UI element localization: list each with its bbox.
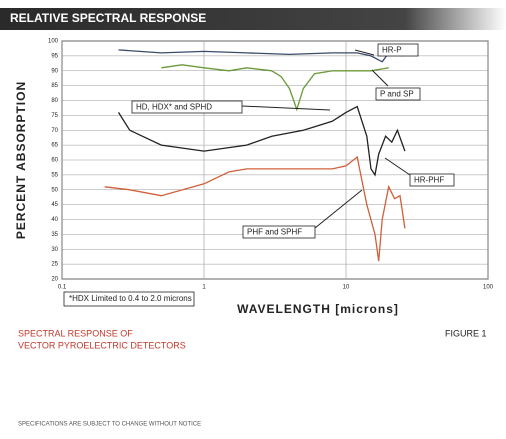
- callout-arrow: [384, 157, 411, 176]
- y-tick-label: 55: [51, 172, 58, 178]
- callout-arrow: [241, 105, 331, 111]
- y-tick-label: 50: [51, 187, 58, 193]
- footnote: *HDX Limited to 0.4 to 2.0 microns: [69, 294, 192, 303]
- y-tick-label: 65: [51, 143, 58, 149]
- x-tick-label: 0.1: [58, 285, 67, 291]
- series-label: HD, HDX* and SPHD: [136, 103, 212, 112]
- y-tick-label: 85: [51, 83, 58, 89]
- x-axis-label: WAVELENGTH [microns]: [237, 302, 399, 316]
- figure-label: FIGURE 1: [445, 328, 487, 338]
- series-label: PHF and SPHF: [247, 228, 302, 237]
- callout-arrow: [371, 69, 389, 87]
- y-tick-label: 20: [51, 277, 58, 283]
- data-line: [118, 49, 403, 63]
- data-line: [104, 155, 406, 262]
- chart-title: RELATIVE SPECTRAL RESPONSE: [10, 11, 206, 25]
- label-box: [409, 173, 455, 187]
- y-tick-label: 40: [51, 217, 58, 223]
- y-tick-label: 35: [51, 232, 58, 238]
- series-label: P and SP: [380, 90, 414, 99]
- caption-line: VECTOR PYROELECTRIC DETECTORS: [18, 340, 186, 350]
- label-box: [131, 100, 243, 114]
- y-tick-label: 30: [51, 247, 58, 253]
- disclaimer: SPECIFICATIONS ARE SUBJECT TO CHANGE WIT…: [18, 422, 201, 428]
- footnote-box: [63, 291, 195, 307]
- y-axis-label: PERCENT ABSORPTION: [14, 81, 28, 239]
- data-line: [117, 105, 406, 177]
- x-tick-label: 100: [483, 285, 494, 291]
- y-tick-label: 100: [48, 39, 59, 45]
- callout-arrow: [354, 49, 375, 56]
- y-tick-label: 95: [51, 53, 58, 59]
- y-tick-label: 90: [51, 68, 58, 74]
- y-tick-label: 25: [51, 262, 58, 268]
- y-tick-label: 80: [51, 98, 58, 104]
- caption-line: SPECTRAL RESPONSE OF: [18, 328, 133, 338]
- callout-arrow: [314, 189, 363, 229]
- y-tick-label: 70: [51, 128, 58, 134]
- label-box: [242, 225, 316, 239]
- series-label: HR-P: [382, 46, 402, 55]
- label-box: [377, 43, 419, 57]
- y-tick-label: 75: [51, 113, 58, 119]
- label-box: [375, 87, 421, 101]
- x-tick-label: 1: [202, 285, 206, 291]
- series-label: HR-PHF: [414, 176, 444, 185]
- y-tick-label: 45: [51, 202, 58, 208]
- data-line: [161, 64, 389, 112]
- x-tick-label: 10: [343, 285, 350, 291]
- y-tick-label: 60: [51, 158, 58, 164]
- header-bar: [0, 8, 506, 30]
